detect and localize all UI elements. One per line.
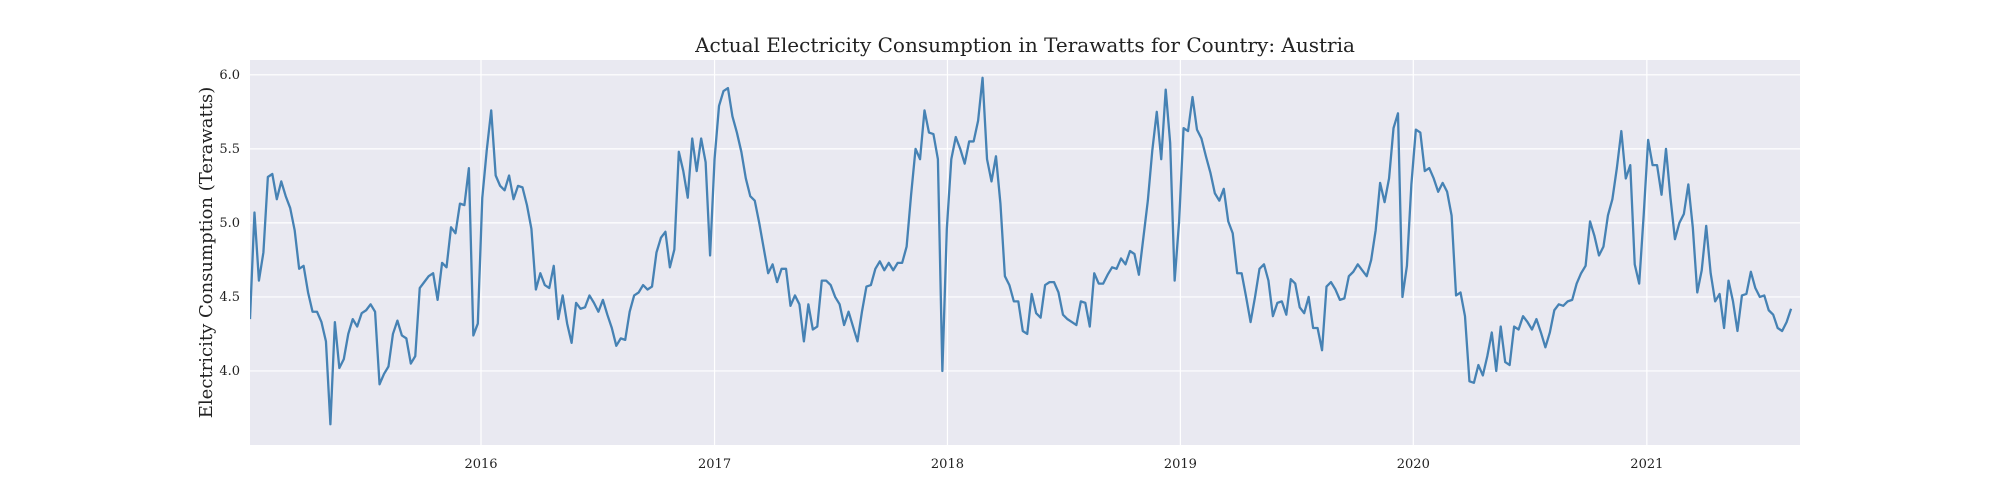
series-line-0 [250,76,1793,426]
y-tick-label: 4.5 [219,290,240,305]
x-tick-label: 2021 [1630,457,1663,472]
y-tick-label: 4.0 [219,364,240,379]
series-layer [250,76,1793,426]
y-axis-label: Electricity Consumption (Terawatts) [196,87,217,418]
x-tick-label: 2020 [1397,457,1430,472]
y-tick-label: 5.5 [219,142,240,157]
y-tick-label: 6.0 [219,68,240,83]
x-tick-label: 2019 [1164,457,1197,472]
x-axis: 2016 2017 2018 2019 2020 2021 [464,457,1663,472]
x-tick-label: 2017 [698,457,731,472]
x-tick-label: 2016 [464,457,497,472]
chart-title: Actual Electricity Consumption in Terawa… [694,33,1355,57]
y-axis: 4.0 4.5 5.0 5.5 6.0 [219,68,240,379]
plot-area [250,60,1800,445]
y-tick-label: 5.0 [219,216,240,231]
x-tick-label: 2018 [931,457,964,472]
